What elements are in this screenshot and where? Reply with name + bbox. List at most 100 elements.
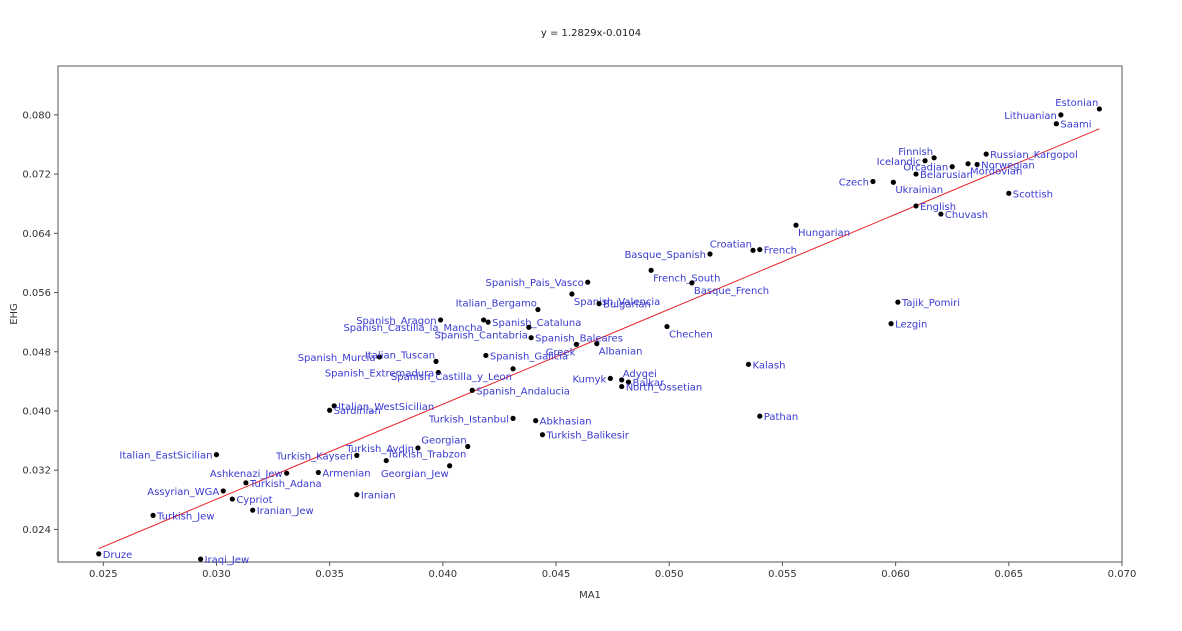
- point-label: Czech: [839, 177, 869, 188]
- point-label: Spanish_Castilla_la_Mancha: [343, 323, 482, 334]
- data-point: [354, 452, 360, 458]
- data-point: [619, 377, 625, 383]
- point-label: Hungarian: [798, 228, 850, 239]
- data-point: [198, 556, 204, 562]
- data-point: [481, 317, 487, 323]
- point-label: Spanish_Pais_Vasco: [486, 278, 584, 289]
- x-axis-title: MA1: [579, 590, 601, 601]
- data-point: [415, 445, 421, 451]
- y-tick-label: 0.040: [22, 406, 51, 417]
- data-point: [465, 443, 471, 450]
- data-point: [689, 280, 695, 286]
- point-label: Turkish_Jew: [156, 511, 214, 522]
- point-label: Croatian: [710, 239, 752, 250]
- data-point: [469, 387, 475, 393]
- data-point: [888, 321, 894, 327]
- data-point: [437, 317, 444, 323]
- data-point: [150, 512, 156, 518]
- data-point: [913, 203, 919, 209]
- data-point: [625, 379, 632, 385]
- data-point: [607, 375, 613, 382]
- data-point: [485, 319, 491, 325]
- point-label: Turkish_Istanbul: [428, 414, 509, 425]
- axis-ticks: 0.025 0.030 0.035 0.040 0.045 0.050 0.055 0.060…: [22, 110, 1136, 580]
- data-point: [331, 403, 337, 409]
- point-label: Basque_French: [694, 286, 769, 297]
- point-label: Spanish_Aragon: [356, 316, 436, 327]
- x-tick-label: 0.040: [429, 569, 458, 580]
- point-label: Ukrainian: [895, 185, 943, 196]
- point-label: French: [764, 246, 797, 257]
- data-point: [895, 299, 901, 305]
- point-label: Turkish_Kayseri: [275, 451, 353, 462]
- data-point: [757, 413, 763, 419]
- point-label: Chuvash: [945, 210, 988, 221]
- data-point: [447, 463, 453, 469]
- point-label: Orcadian: [903, 163, 948, 174]
- point-label: Tajik_Pomiri: [901, 298, 960, 309]
- point-label: Basque_Spanish: [624, 250, 706, 261]
- data-point: [974, 161, 980, 168]
- x-tick-label: 0.060: [881, 569, 910, 580]
- point-label: Spanish_Cantabria: [435, 330, 528, 341]
- y-tick-label: 0.032: [22, 466, 51, 477]
- point-label: Lezgin: [895, 320, 927, 331]
- data-point: [526, 324, 532, 330]
- point-label: Ashkenazi_Jew: [210, 469, 283, 480]
- trendline: [98, 128, 1100, 550]
- point-label: North_Ossetian: [626, 383, 703, 394]
- data-point: [250, 507, 256, 513]
- point-label: Albanian: [599, 347, 643, 358]
- point-label: Mordovian: [970, 167, 1022, 178]
- trendline-layer: [98, 128, 1100, 550]
- y-tick-label: 0.024: [22, 525, 51, 536]
- point-label: Balkar: [632, 378, 665, 389]
- y-tick-label: 0.072: [22, 170, 51, 181]
- data-point: [983, 151, 989, 157]
- data-point: [745, 361, 752, 367]
- point-label: Italian_Tuscan: [365, 350, 435, 361]
- point-label: Sardinian: [334, 406, 381, 417]
- point-label: Lithuanian: [1004, 111, 1057, 122]
- x-tick-label: 0.025: [89, 569, 118, 580]
- point-label: Spanish_Valencia: [574, 297, 660, 308]
- data-point: [354, 492, 360, 498]
- data-point: [433, 358, 439, 364]
- data-point: [757, 246, 763, 253]
- point-label: Georgian: [421, 436, 467, 447]
- data-point: [229, 496, 235, 502]
- data-point: [243, 480, 249, 486]
- data-point: [596, 301, 602, 307]
- point-label: Icelandic: [877, 157, 921, 168]
- point-label: Adygei: [623, 369, 657, 380]
- data-point: [1058, 112, 1064, 118]
- point-label: Kalash: [752, 360, 785, 371]
- point-label: Kumyk: [573, 374, 607, 385]
- data-point: [664, 323, 670, 330]
- data-point: [220, 488, 226, 494]
- data-point: [1096, 106, 1102, 112]
- data-point: [569, 291, 575, 297]
- data-point: [585, 279, 591, 285]
- point-label: Georgian_Jew: [381, 469, 449, 480]
- x-tick-label: 0.065: [994, 569, 1023, 580]
- point-label: Belarusian: [920, 170, 973, 181]
- data-point: [750, 247, 756, 253]
- point-label: Spanish_Murcia: [298, 353, 376, 364]
- point-label: Spanish_Baleares: [535, 334, 623, 345]
- data-point: [510, 366, 516, 372]
- data-point: [573, 341, 580, 347]
- point-label: Cypriot: [236, 495, 272, 506]
- point-label: Spanish_Andalucia: [476, 386, 570, 397]
- point-label: Spanish_Cataluna: [492, 318, 581, 329]
- data-point: [528, 335, 534, 341]
- point-label: Turkish_Adana: [249, 479, 322, 490]
- point-label: English: [920, 202, 956, 213]
- y-tick-label: 0.048: [22, 347, 51, 358]
- point-label: Saami: [1060, 120, 1091, 131]
- data-point: [913, 171, 919, 177]
- data-point: [96, 551, 102, 557]
- x-tick-label: 0.030: [202, 569, 231, 580]
